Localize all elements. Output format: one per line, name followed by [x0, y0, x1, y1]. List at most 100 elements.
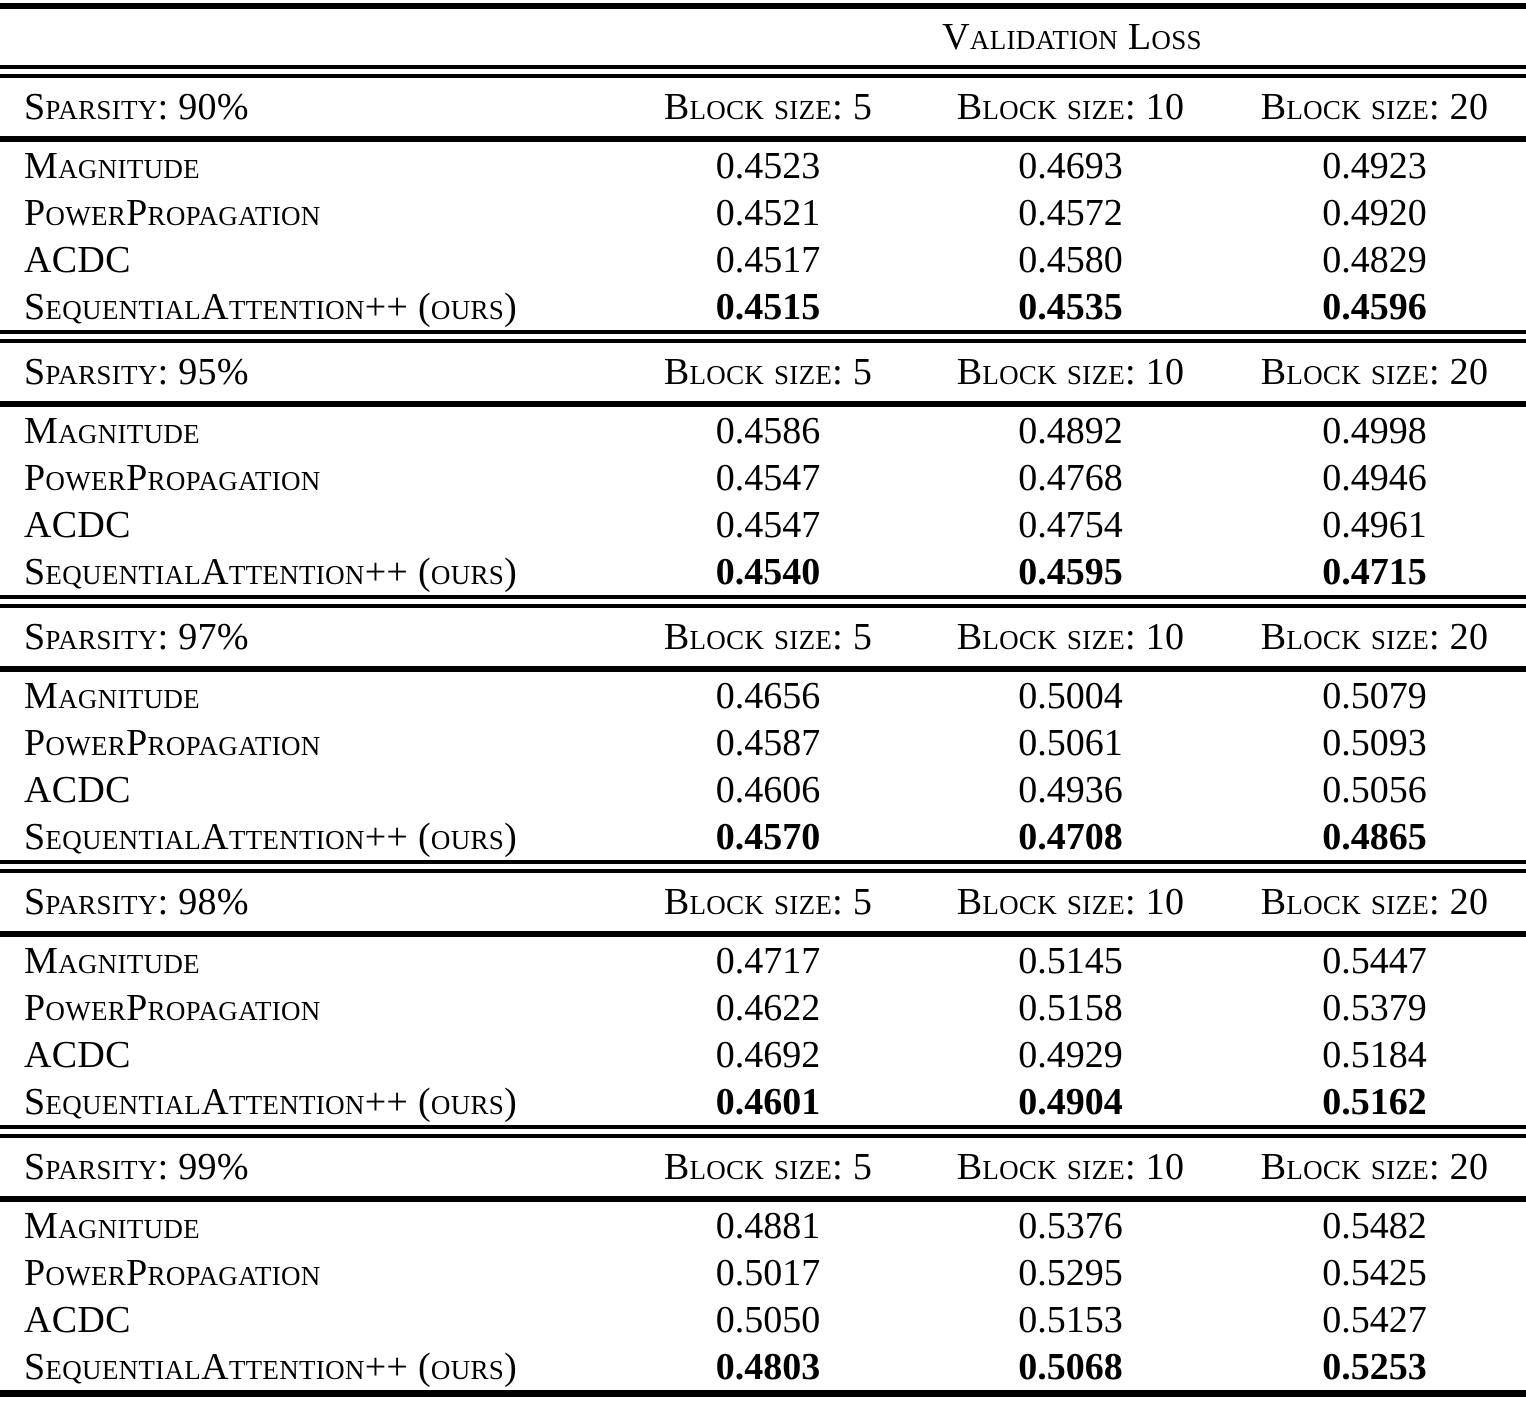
loss-value: 0.4923 [1322, 144, 1427, 187]
double-divider [0, 595, 1526, 608]
loss-value: 0.4768 [1018, 456, 1123, 499]
method-label: ACDC [24, 768, 131, 811]
table-row: PowerPropagation 0.4587 0.5061 0.5093 [0, 719, 1526, 766]
loss-value-best: 0.5068 [1018, 1345, 1123, 1388]
sparsity-header: Sparsity: 95% [24, 351, 249, 393]
loss-value: 0.4693 [1018, 144, 1123, 187]
loss-value: 0.4587 [715, 721, 821, 764]
loss-value-best: 0.4865 [1322, 815, 1427, 858]
section-header-row: Sparsity: 90% Block size: 5 Block size: … [0, 78, 1526, 136]
block-size-header: Block size: 20 [1260, 86, 1489, 128]
method-label: SequentialAttention++ (ours) [24, 1080, 518, 1123]
table-row: Magnitude 0.4523 0.4693 0.4923 [0, 142, 1526, 189]
block-size-header: Block size: 5 [663, 616, 873, 658]
method-label: Magnitude [24, 409, 200, 452]
loss-value: 0.4936 [1018, 768, 1123, 811]
section-header-row: Sparsity: 99% Block size: 5 Block size: … [0, 1138, 1526, 1196]
block-size-header: Block size: 20 [1260, 881, 1489, 923]
loss-value: 0.4517 [715, 238, 821, 281]
table-row: ACDC 0.4692 0.4929 0.5184 [0, 1031, 1526, 1078]
method-label: ACDC [24, 503, 131, 546]
loss-value: 0.5017 [715, 1251, 821, 1294]
block-size-header: Block size: 10 [956, 616, 1185, 658]
loss-value: 0.4523 [715, 144, 821, 187]
block-size-header: Block size: 10 [956, 86, 1185, 128]
loss-value: 0.5295 [1018, 1251, 1123, 1294]
table-row: PowerPropagation 0.4547 0.4768 0.4946 [0, 454, 1526, 501]
loss-value: 0.5079 [1322, 674, 1427, 717]
block-size-header: Block size: 20 [1260, 1146, 1489, 1188]
loss-value: 0.5427 [1322, 1298, 1427, 1341]
table-row-ours: SequentialAttention++ (ours) 0.4515 0.45… [0, 283, 1526, 330]
title-row: Validation Loss [0, 9, 1526, 65]
loss-value: 0.4606 [715, 768, 821, 811]
method-label: Magnitude [24, 144, 200, 187]
method-label: PowerPropagation [24, 1251, 321, 1294]
loss-value-best: 0.4540 [715, 550, 821, 593]
method-label: ACDC [24, 1298, 131, 1341]
table-row: ACDC 0.4547 0.4754 0.4961 [0, 501, 1526, 548]
loss-value: 0.5184 [1322, 1033, 1427, 1076]
loss-value: 0.5153 [1018, 1298, 1123, 1341]
loss-value: 0.4998 [1322, 409, 1427, 452]
table-row: PowerPropagation 0.4521 0.4572 0.4920 [0, 189, 1526, 236]
table-row-ours: SequentialAttention++ (ours) 0.4601 0.49… [0, 1078, 1526, 1125]
method-label: Magnitude [24, 939, 200, 982]
loss-value: 0.5145 [1018, 939, 1123, 982]
method-label: PowerPropagation [24, 986, 321, 1029]
loss-value: 0.4881 [715, 1204, 821, 1247]
loss-value: 0.5379 [1322, 986, 1427, 1029]
section-header-row: Sparsity: 97% Block size: 5 Block size: … [0, 608, 1526, 666]
table-row-ours: SequentialAttention++ (ours) 0.4803 0.50… [0, 1343, 1526, 1390]
double-divider [0, 1125, 1526, 1138]
loss-value: 0.5050 [715, 1298, 821, 1341]
table-title: Validation Loss [942, 16, 1202, 58]
divider [0, 136, 1526, 142]
loss-value-best: 0.4570 [715, 815, 821, 858]
method-label: Magnitude [24, 1204, 200, 1247]
loss-value: 0.4547 [715, 456, 821, 499]
table-row: Magnitude 0.4656 0.5004 0.5079 [0, 672, 1526, 719]
method-label: ACDC [24, 238, 131, 281]
loss-value: 0.5447 [1322, 939, 1427, 982]
method-label: SequentialAttention++ (ours) [24, 550, 518, 593]
top-rule [0, 3, 1526, 9]
bottom-rule [0, 1390, 1526, 1397]
block-size-header: Block size: 5 [663, 86, 873, 128]
divider [0, 1196, 1526, 1202]
method-label: SequentialAttention++ (ours) [24, 285, 518, 328]
double-divider [0, 860, 1526, 873]
table-row: ACDC 0.4606 0.4936 0.5056 [0, 766, 1526, 813]
method-label: SequentialAttention++ (ours) [24, 1345, 518, 1388]
table-row: PowerPropagation 0.5017 0.5295 0.5425 [0, 1249, 1526, 1296]
double-divider [0, 330, 1526, 343]
loss-value: 0.5061 [1018, 721, 1123, 764]
loss-value: 0.4656 [715, 674, 821, 717]
loss-value: 0.4754 [1018, 503, 1123, 546]
loss-value: 0.4572 [1018, 191, 1123, 234]
loss-value-best: 0.4715 [1322, 550, 1427, 593]
loss-value-best: 0.4904 [1018, 1080, 1123, 1123]
loss-value: 0.4622 [715, 986, 821, 1029]
loss-value-best: 0.4601 [715, 1080, 821, 1123]
loss-value: 0.4829 [1322, 238, 1427, 281]
section-header-row: Sparsity: 98% Block size: 5 Block size: … [0, 873, 1526, 931]
block-size-header: Block size: 10 [956, 351, 1185, 393]
table-row: ACDC 0.5050 0.5153 0.5427 [0, 1296, 1526, 1343]
table-row-ours: SequentialAttention++ (ours) 0.4540 0.45… [0, 548, 1526, 595]
loss-value: 0.5425 [1322, 1251, 1427, 1294]
sparsity-header: Sparsity: 90% [24, 86, 249, 128]
sparsity-header: Sparsity: 99% [24, 1146, 249, 1188]
validation-loss-table: Validation Loss Sparsity: 90% Block size… [0, 3, 1526, 1397]
method-label: ACDC [24, 1033, 131, 1076]
block-size-header: Block size: 10 [956, 881, 1185, 923]
loss-value-best: 0.4595 [1018, 550, 1123, 593]
table-row: Magnitude 0.4717 0.5145 0.5447 [0, 937, 1526, 984]
section-header-row: Sparsity: 95% Block size: 5 Block size: … [0, 343, 1526, 401]
loss-value: 0.5482 [1322, 1204, 1427, 1247]
loss-value: 0.5093 [1322, 721, 1427, 764]
method-label: PowerPropagation [24, 456, 321, 499]
loss-value: 0.5376 [1018, 1204, 1123, 1247]
table-row-ours: SequentialAttention++ (ours) 0.4570 0.47… [0, 813, 1526, 860]
sparsity-header: Sparsity: 98% [24, 881, 249, 923]
